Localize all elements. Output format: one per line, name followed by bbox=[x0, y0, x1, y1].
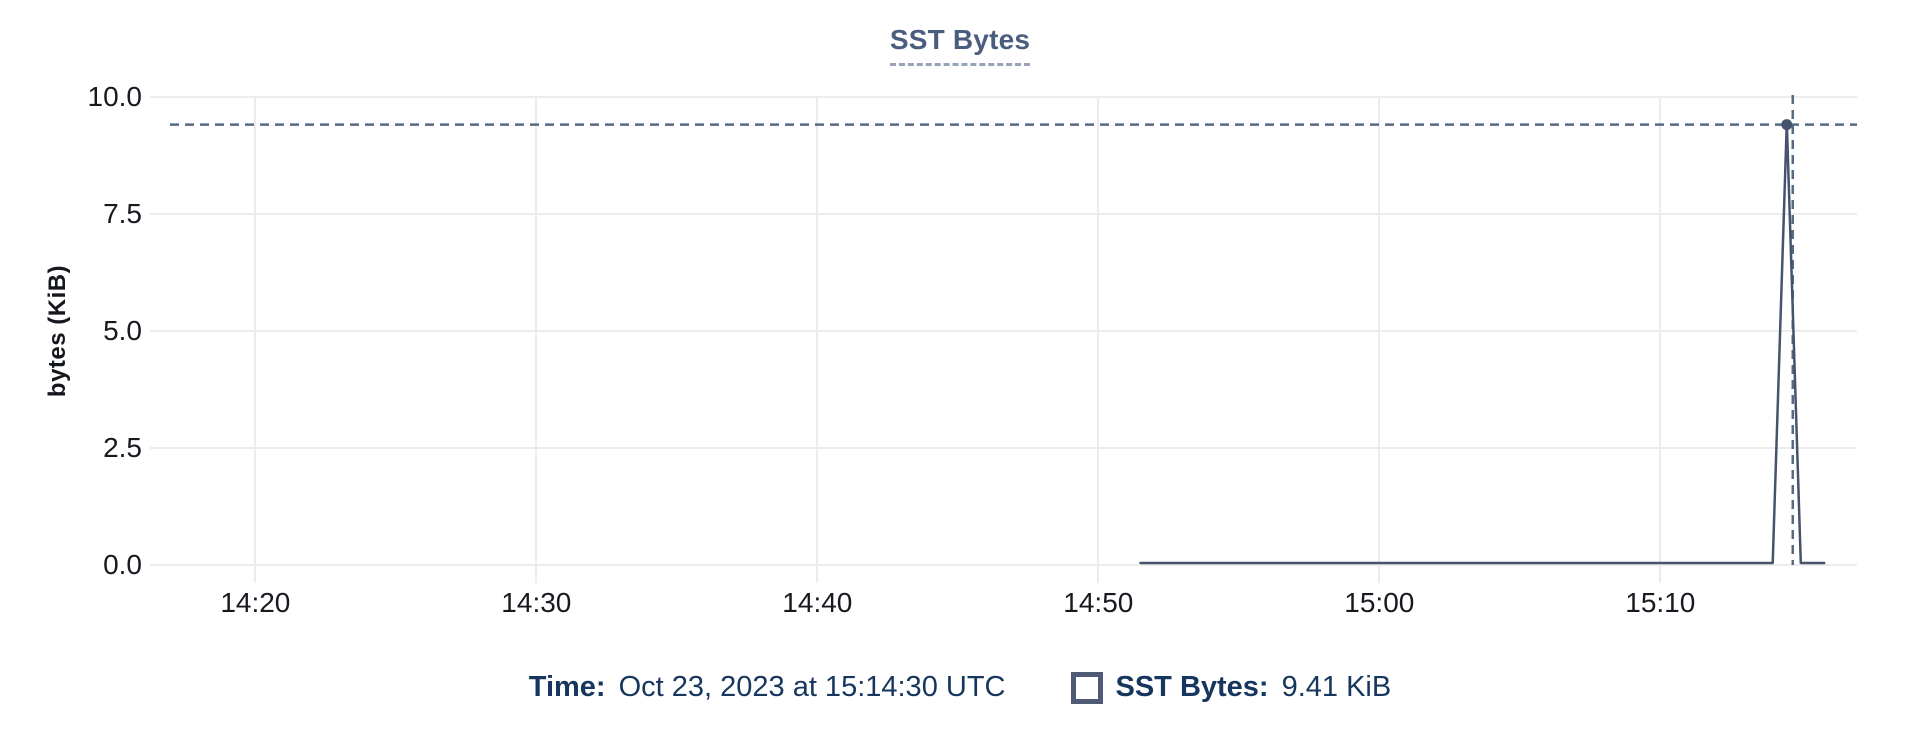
gridline-vertical bbox=[1659, 97, 1662, 583]
tooltip-legend: Time: Oct 23, 2023 at 15:14:30 UTC SST B… bbox=[0, 671, 1920, 704]
gridline-horizontal bbox=[150, 213, 1857, 215]
gridline-horizontal bbox=[150, 564, 1857, 566]
gridline-horizontal bbox=[150, 96, 1857, 98]
y-tick-label: 5.0 bbox=[103, 315, 142, 346]
gridline-horizontal bbox=[150, 447, 1857, 449]
chart-header: SST Bytes bbox=[0, 24, 1920, 66]
legend-series-toggle[interactable]: SST Bytes: 9.41 KiB bbox=[1071, 671, 1391, 704]
series-value: 9.41 KiB bbox=[1281, 671, 1392, 703]
x-tick-label: 15:10 bbox=[1625, 587, 1696, 618]
hover-point-marker bbox=[1781, 119, 1793, 131]
x-tick-label: 15:00 bbox=[1344, 587, 1415, 618]
x-tick-label: 14:40 bbox=[782, 587, 853, 618]
series-checkbox-icon[interactable] bbox=[1071, 671, 1104, 704]
gridline-horizontal bbox=[150, 330, 1857, 332]
x-tick-label: 14:30 bbox=[501, 587, 572, 618]
time-value: Oct 23, 2023 at 15:14:30 UTC bbox=[618, 671, 1006, 703]
y-tick-label: 7.5 bbox=[103, 198, 142, 229]
x-tick-label: 14:50 bbox=[1063, 587, 1134, 618]
gridline-vertical bbox=[1378, 97, 1381, 583]
series-label: SST Bytes: bbox=[1115, 671, 1269, 703]
time-label: Time: bbox=[528, 671, 606, 703]
gridline-vertical bbox=[816, 97, 819, 583]
gridline-vertical bbox=[535, 97, 538, 583]
series-line bbox=[1139, 121, 1826, 565]
gridline-vertical bbox=[1097, 97, 1100, 583]
x-tick-label: 14:20 bbox=[220, 587, 291, 618]
plot-area[interactable] bbox=[150, 95, 1857, 583]
y-tick-label: 0.0 bbox=[103, 549, 142, 580]
chart-title[interactable]: SST Bytes bbox=[889, 24, 1031, 66]
y-tick-label: 10.0 bbox=[87, 81, 143, 112]
y-tick-label: 2.5 bbox=[103, 432, 142, 463]
gridline-vertical bbox=[254, 97, 257, 583]
